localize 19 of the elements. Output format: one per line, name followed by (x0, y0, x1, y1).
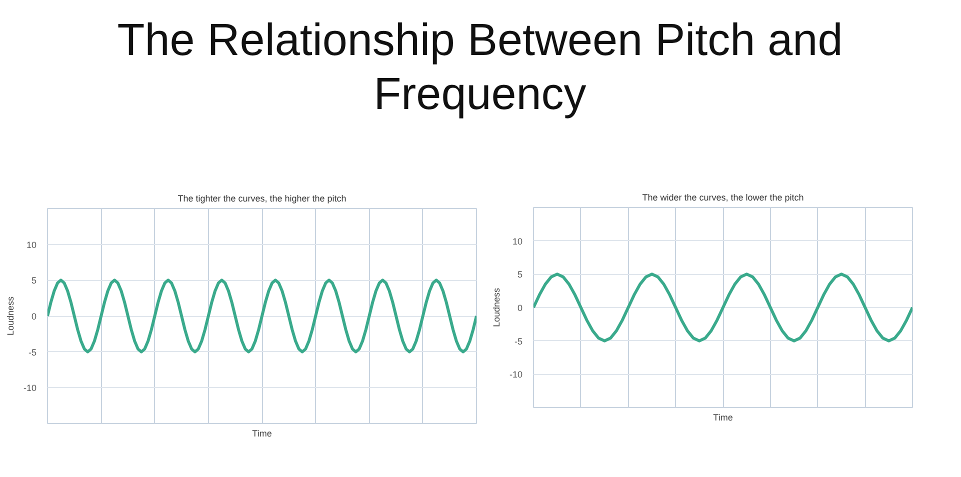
text: The Relationship Between Pitch and Frequency (116, 13, 844, 121)
x-axis-title: Time (713, 412, 733, 422)
y-axis-title: Loudness (5, 296, 16, 336)
chart-title: The wider the curves, the lower the pitch (642, 192, 804, 202)
y-tick-label: -5 (28, 347, 37, 358)
y-tick-label: 0 (517, 303, 523, 313)
y-tick-label: -5 (514, 336, 523, 346)
y-tick-label: 0 (31, 312, 37, 322)
x-axis-title: Time (252, 428, 272, 438)
chart-title: The tighter the curves, the higher the pitch (178, 194, 346, 204)
y-tick-label: 10 (26, 240, 37, 250)
y-tick-label: -10 (23, 383, 37, 394)
line-series (534, 272, 912, 342)
y-tick-label: 5 (31, 276, 37, 286)
line-series (48, 278, 476, 354)
y-tick-label: 5 (517, 270, 523, 280)
y-tick-label: 10 (512, 236, 523, 246)
y-axis-title: Loudness (491, 287, 502, 328)
y-tick-label: -10 (509, 370, 523, 380)
